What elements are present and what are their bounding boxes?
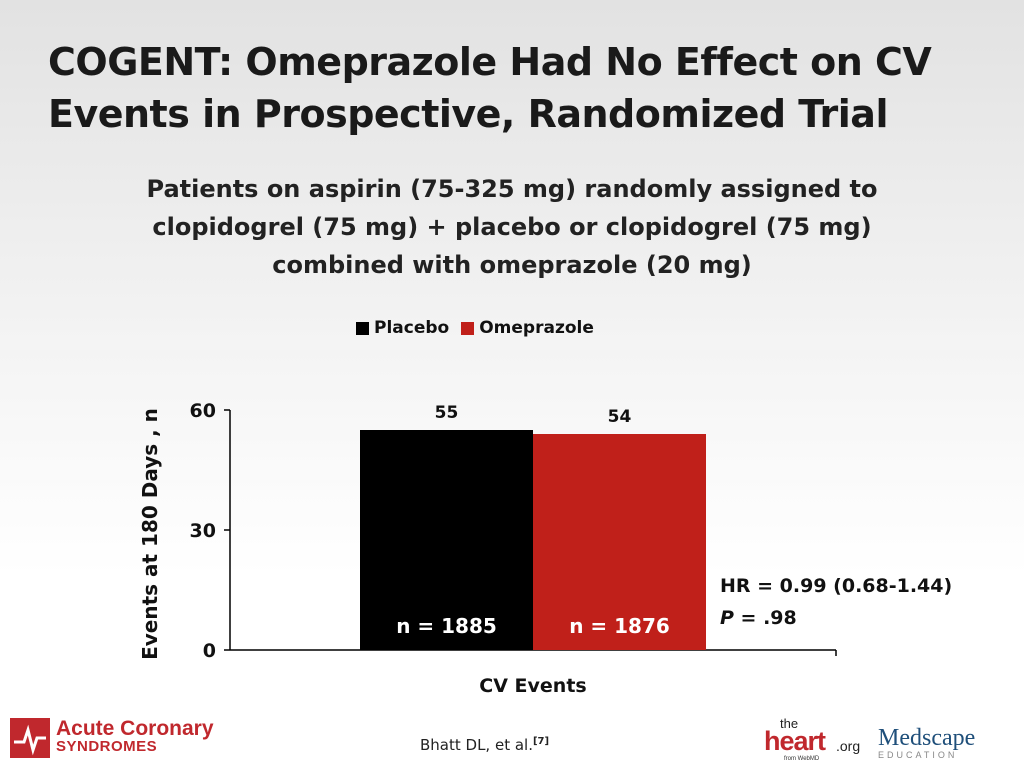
legend-item-omeprazole: Omeprazole (461, 318, 594, 338)
medscape-main: Medscape (878, 725, 976, 751)
chart-legend: Placebo Omeprazole (356, 316, 606, 340)
bar-inner-label-placebo: n = 1885 (396, 614, 497, 638)
medscape-logo: Medscape EDUCATION (878, 726, 975, 760)
data-label-omeprazole: 54 (608, 407, 632, 427)
citation-text: Bhatt DL, et al. (420, 736, 533, 754)
theheart-logo: the heart .org from WebMD (764, 716, 864, 764)
p-value-text: P = .98 (720, 602, 952, 634)
legend-label-placebo: Placebo (374, 318, 450, 338)
hazard-ratio-annotation: HR = 0.99 (0.68-1.44) P = .98 (720, 570, 952, 634)
legend-swatch-placebo (356, 321, 369, 335)
y-axis-label: Events at 180 Days , n (138, 408, 162, 660)
medscape-sub: EDUCATION (878, 750, 958, 760)
p-value: = .98 (733, 607, 797, 629)
legend-swatch-omeprazole (461, 321, 475, 335)
legend-label-omeprazole: Omeprazole (479, 318, 594, 338)
theheart-the: the (780, 716, 799, 731)
bar-placebo (360, 430, 533, 650)
legend-item-placebo: Placebo (356, 318, 449, 338)
y-tick-label: 30 (190, 520, 216, 542)
slide-subtitle: Patients on aspirin (75-325 mg) randomly… (146, 175, 878, 279)
data-label-placebo: 55 (435, 403, 459, 423)
theheart-main: heart (764, 726, 826, 756)
acs-logo-line2: SYNDROMES (56, 738, 158, 755)
y-tick-label: 60 (190, 400, 216, 422)
acs-logo-icon (10, 718, 50, 758)
acs-logo: Acute Coronary SYNDROMES (10, 718, 214, 758)
bar-inner-label-omeprazole: n = 1876 (569, 614, 670, 638)
citation: Bhatt DL, et al.[7] (420, 736, 549, 754)
acs-logo-line1: Acute Coronary (56, 717, 214, 740)
slide-title: COGENT: Omeprazole Had No Effect on CV E… (48, 40, 932, 136)
x-axis-label: CV Events (479, 675, 586, 697)
theheart-from: from WebMD (784, 756, 820, 762)
bar-omeprazole (533, 434, 706, 650)
theheart-org: .org (836, 738, 861, 754)
y-tick-label: 0 (203, 640, 216, 662)
hr-text: HR = 0.99 (0.68-1.44) (720, 575, 953, 597)
p-label: P (720, 607, 734, 629)
citation-ref: [7] (532, 736, 550, 747)
